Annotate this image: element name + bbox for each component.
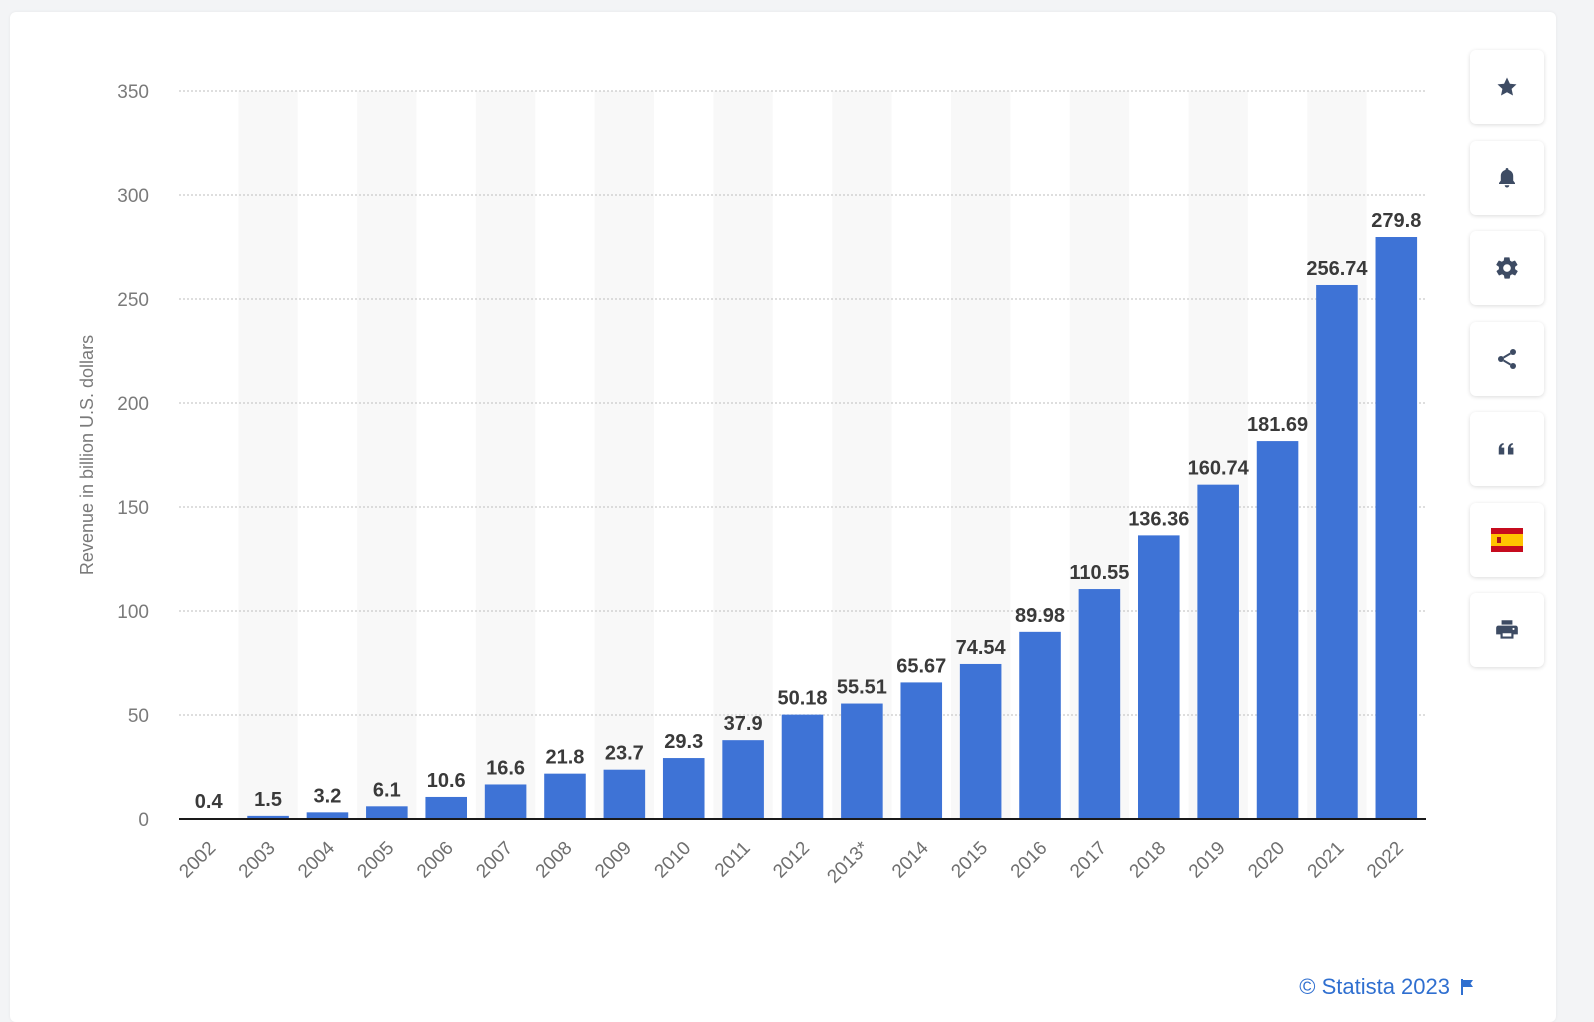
bar bbox=[1375, 237, 1418, 820]
bar bbox=[247, 815, 289, 819]
y-tick-label: 0 bbox=[138, 810, 149, 831]
bar-value-label: 23.7 bbox=[605, 743, 644, 765]
x-tick-label: 2018 bbox=[1126, 838, 1171, 883]
x-tick-label: 2016 bbox=[1007, 838, 1052, 883]
x-tick-label: 2011 bbox=[711, 838, 755, 882]
x-tick-label: 2003 bbox=[235, 838, 280, 883]
x-tick-label: 2009 bbox=[591, 838, 636, 883]
bar bbox=[1078, 589, 1121, 819]
notification-button[interactable] bbox=[1470, 140, 1544, 215]
y-tick-label: 250 bbox=[117, 290, 149, 311]
bar-value-label: 136.36 bbox=[1128, 508, 1189, 530]
bar-value-label: 50.18 bbox=[777, 688, 827, 710]
bell-icon bbox=[1499, 167, 1515, 187]
printer-icon bbox=[1496, 620, 1518, 639]
bar-value-label: 10.6 bbox=[427, 770, 466, 792]
chart-toolbar bbox=[1470, 50, 1544, 684]
bar bbox=[900, 682, 943, 819]
bar bbox=[1019, 631, 1061, 819]
bar-value-label: 29.3 bbox=[664, 731, 703, 753]
bar bbox=[841, 703, 883, 819]
bar-value-label: 65.67 bbox=[896, 655, 946, 677]
star-icon bbox=[1497, 77, 1517, 96]
y-tick-label: 150 bbox=[117, 498, 149, 519]
bar bbox=[959, 663, 1002, 819]
bar bbox=[484, 784, 527, 819]
bar-value-label: 1.5 bbox=[254, 789, 282, 811]
bar-value-label: 110.55 bbox=[1069, 562, 1129, 584]
x-tick-label: 2022 bbox=[1363, 838, 1408, 883]
bar bbox=[1197, 484, 1239, 819]
bar bbox=[544, 773, 586, 819]
bar-value-label: 181.69 bbox=[1247, 414, 1308, 436]
bar-value-label: 279.8 bbox=[1371, 210, 1421, 232]
bar bbox=[306, 812, 349, 819]
print-button[interactable] bbox=[1470, 593, 1544, 667]
credit-text[interactable]: © Statista 2023 bbox=[1299, 974, 1450, 999]
gear-icon bbox=[1496, 257, 1518, 279]
x-tick-label: 2020 bbox=[1244, 838, 1289, 883]
favorite-button[interactable] bbox=[1470, 50, 1544, 124]
x-tick-label: 2010 bbox=[651, 838, 696, 883]
bar bbox=[781, 714, 824, 819]
y-tick-label: 50 bbox=[128, 706, 149, 727]
x-tick-label: 2002 bbox=[175, 838, 220, 883]
bar-value-label: 55.51 bbox=[837, 677, 887, 699]
y-tick-label: 300 bbox=[117, 186, 149, 207]
bar bbox=[722, 740, 764, 819]
bar bbox=[1138, 535, 1180, 819]
bar bbox=[1256, 441, 1299, 819]
bar-value-label: 37.9 bbox=[724, 713, 763, 735]
x-tick-label: 2021 bbox=[1304, 838, 1349, 883]
statista-credit[interactable]: © Statista 2023 bbox=[1299, 974, 1476, 1000]
bar bbox=[1316, 284, 1358, 819]
bar-value-label: 21.8 bbox=[546, 747, 585, 769]
x-tick-label: 2004 bbox=[294, 837, 339, 882]
y-tick-label: 350 bbox=[117, 82, 149, 103]
bar-value-label: 16.6 bbox=[486, 757, 525, 779]
bar-value-label: 256.74 bbox=[1306, 258, 1368, 280]
y-tick-label: 200 bbox=[117, 394, 149, 415]
report-flag-icon[interactable] bbox=[1460, 978, 1476, 996]
settings-button[interactable] bbox=[1470, 231, 1544, 305]
bar-chart: 0 50 100 150 200 250 300 350 Revenue in billion … bbox=[77, 82, 1426, 888]
bar-value-label: 89.98 bbox=[1015, 605, 1065, 627]
spain-flag-icon bbox=[1491, 527, 1523, 552]
column-band bbox=[475, 91, 536, 819]
bar bbox=[425, 796, 467, 819]
column-band bbox=[713, 91, 773, 819]
x-tick-label: 2005 bbox=[354, 838, 399, 883]
share-icon bbox=[1498, 348, 1516, 369]
quote-icon bbox=[1498, 443, 1514, 455]
share-button[interactable] bbox=[1470, 321, 1544, 396]
column-band bbox=[238, 91, 298, 819]
bar bbox=[366, 806, 408, 819]
x-tick-label: 2014 bbox=[888, 837, 933, 882]
x-tick-label: 2019 bbox=[1185, 838, 1230, 883]
bar-value-label: 74.54 bbox=[956, 637, 1007, 659]
x-tick-label: 2015 bbox=[947, 838, 992, 883]
x-tick-label: 2013* bbox=[823, 837, 873, 887]
bar-value-label: 3.2 bbox=[314, 785, 342, 807]
bar-value-label: 160.74 bbox=[1188, 458, 1250, 480]
bar-value-label: 6.1 bbox=[373, 779, 401, 801]
language-button[interactable] bbox=[1470, 502, 1544, 577]
x-tick-label: 2008 bbox=[532, 838, 577, 883]
bar-value-label: 0.4 bbox=[195, 791, 224, 813]
bar bbox=[662, 758, 705, 819]
y-tick-label: 100 bbox=[117, 602, 149, 623]
x-tick-label: 2017 bbox=[1066, 838, 1111, 883]
cite-button[interactable] bbox=[1470, 412, 1544, 486]
column-band bbox=[832, 91, 892, 819]
y-axis-title: Revenue in billion U.S. dollars bbox=[77, 335, 97, 575]
x-tick-label: 2012 bbox=[769, 838, 814, 883]
x-tick-label: 2006 bbox=[413, 838, 458, 883]
bar bbox=[603, 769, 646, 819]
chart-card: 0 50 100 150 200 250 300 350 Revenue in billion … bbox=[10, 12, 1556, 1022]
column-band bbox=[594, 91, 655, 819]
x-tick-label: 2007 bbox=[472, 838, 517, 883]
column-band bbox=[357, 91, 417, 819]
